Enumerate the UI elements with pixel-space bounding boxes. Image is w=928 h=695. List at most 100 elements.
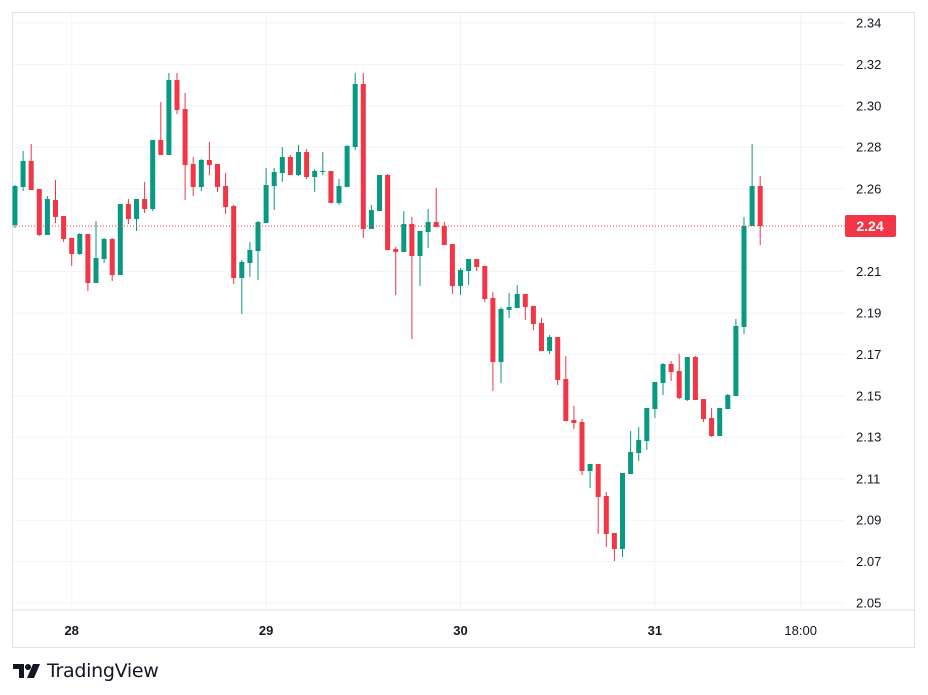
candle-up (255, 221, 261, 280)
candle-body (757, 186, 763, 226)
candle-body (393, 249, 399, 252)
candle-up (150, 140, 156, 211)
candle-body (725, 395, 731, 409)
tradingview-logo-icon (13, 664, 40, 678)
candle-up (733, 319, 739, 396)
price-tick-label: 2.17 (856, 347, 881, 362)
candle-body (69, 238, 75, 254)
candle-body (466, 259, 472, 271)
candle-down (757, 176, 763, 245)
candle-body (182, 109, 188, 165)
time-tick-label: 28 (64, 623, 78, 638)
candle-body (603, 496, 609, 534)
candle-up (458, 268, 463, 295)
logo-text: TradingView (47, 660, 159, 682)
price-tick-label: 2.19 (856, 306, 881, 321)
candle-body (741, 226, 747, 327)
candle-body (684, 357, 690, 400)
candle-down (490, 292, 496, 391)
candle-body (474, 259, 480, 267)
candle-body (93, 258, 99, 283)
candle-body (304, 152, 310, 177)
candle-body (636, 440, 642, 453)
candle-body (692, 357, 698, 400)
price-tick-label: 2.28 (856, 140, 881, 155)
candle-body (417, 231, 423, 256)
candle-body (198, 160, 204, 187)
candle-body (571, 420, 577, 423)
candle-up (312, 169, 318, 192)
candle-down (709, 408, 715, 437)
candle-up (684, 357, 690, 401)
candle-body (158, 140, 164, 155)
candle-body (247, 250, 253, 263)
price-tick-label: 2.13 (856, 430, 881, 445)
candle-body (709, 418, 715, 436)
candle-down (433, 188, 439, 227)
candle-down (522, 294, 528, 320)
candle-body (20, 161, 26, 187)
candle-body (53, 200, 58, 217)
candle-down (190, 157, 196, 196)
candle-up (749, 144, 755, 226)
candle-body (587, 464, 593, 471)
candle-down (142, 182, 148, 213)
candle-body (563, 379, 569, 421)
candle-up (652, 382, 658, 418)
candle-up (644, 408, 650, 450)
candle-body (255, 222, 261, 251)
candle-down (109, 238, 115, 281)
candle-body (441, 226, 447, 245)
candle-up (417, 231, 423, 286)
price-tick-label: 2.09 (856, 513, 881, 528)
candle-down (539, 318, 544, 351)
price-axis[interactable]: 2.34 2.32 2.30 2.28 2.26 2.21 2.19 2.17 2.15 2.13… (856, 16, 881, 611)
candle-up (336, 179, 342, 205)
candle-up (279, 147, 285, 182)
last-price-label: 2.24 (856, 218, 883, 234)
candle-down (85, 234, 91, 291)
candle-up (628, 431, 634, 474)
candle-down (385, 174, 391, 250)
candle-up (44, 196, 50, 235)
candle-down (174, 73, 180, 114)
candle-body (336, 186, 342, 203)
candle-body (215, 164, 220, 187)
candle-body (377, 175, 382, 211)
candle-up (425, 209, 431, 248)
candle-body (223, 186, 229, 207)
candle-down (304, 149, 310, 179)
candle-up (368, 205, 374, 229)
candle-body (652, 382, 658, 409)
candle-down (125, 199, 131, 224)
candle-body (125, 204, 131, 219)
candle-body (717, 408, 723, 436)
candle-down (441, 222, 447, 245)
candle-body (101, 239, 107, 259)
candle-up (498, 307, 504, 383)
candle-up (717, 408, 723, 436)
time-axis[interactable]: 28 29 30 31 18:00 (64, 623, 817, 638)
candle-body (206, 160, 212, 165)
candle-up (20, 151, 26, 191)
candle-down (482, 266, 488, 302)
price-tick-label: 2.15 (856, 388, 881, 403)
candle-body (279, 157, 285, 173)
candle-up (166, 73, 172, 155)
candle-body (328, 171, 334, 203)
tradingview-logo[interactable]: TradingView (13, 660, 159, 682)
candle-down (563, 356, 569, 421)
candle-body (498, 309, 504, 362)
candle-body (190, 164, 196, 187)
candle-up (12, 185, 18, 228)
candle-body (360, 84, 366, 229)
candle-body (660, 364, 666, 383)
candle-up (344, 145, 350, 187)
candle-down (668, 361, 674, 381)
candle-down (182, 93, 188, 200)
candle-down (611, 533, 617, 561)
candle-up (239, 260, 245, 314)
candle-down (474, 259, 480, 271)
candle-down (36, 189, 42, 236)
